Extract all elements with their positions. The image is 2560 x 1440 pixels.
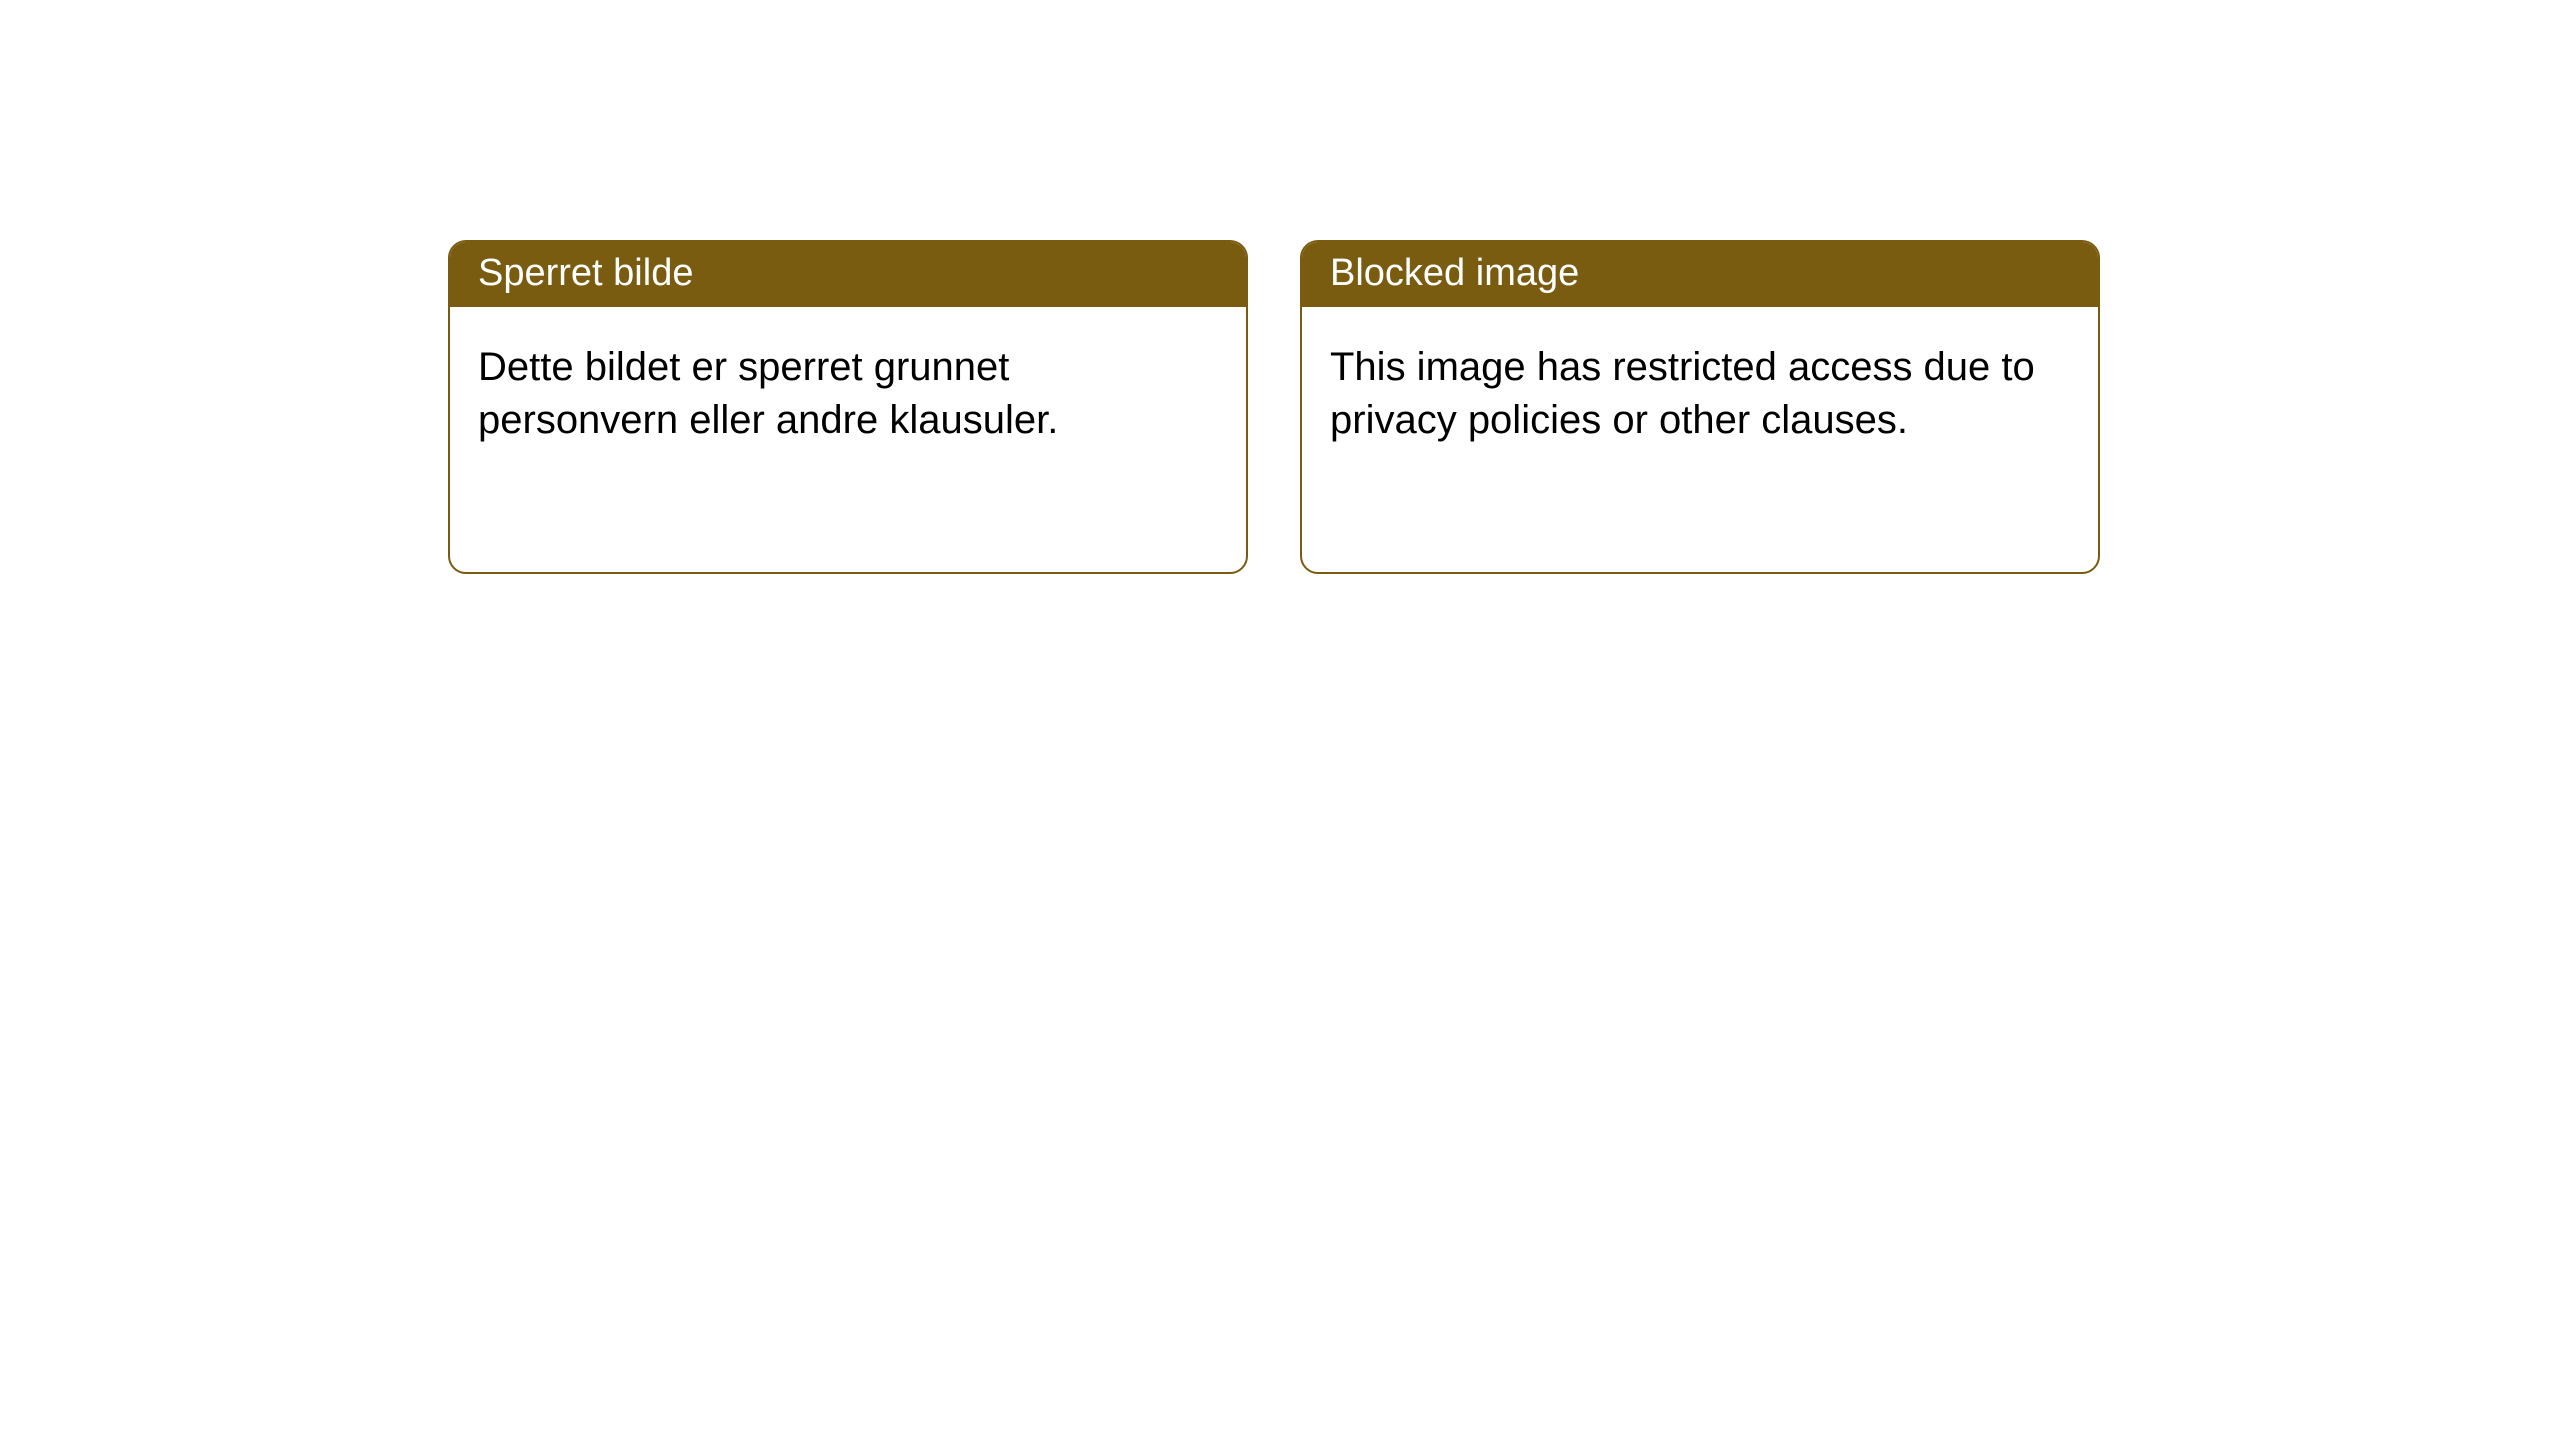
notice-body: Dette bildet er sperret grunnet personve… [450,307,1246,481]
notice-header: Sperret bilde [450,242,1246,307]
notice-card-english: Blocked image This image has restricted … [1300,240,2100,574]
notice-card-norwegian: Sperret bilde Dette bildet er sperret gr… [448,240,1248,574]
notice-body: This image has restricted access due to … [1302,307,2098,481]
notice-container: Sperret bilde Dette bildet er sperret gr… [0,0,2560,574]
notice-header: Blocked image [1302,242,2098,307]
